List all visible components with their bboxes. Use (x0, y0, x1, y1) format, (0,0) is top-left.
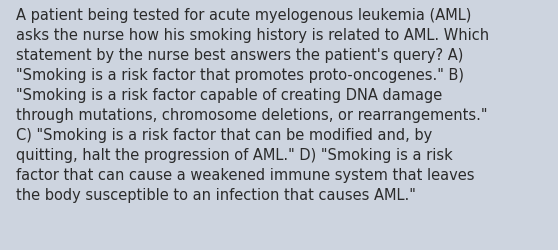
Text: A patient being tested for acute myelogenous leukemia (AML)
asks the nurse how h: A patient being tested for acute myeloge… (16, 8, 489, 202)
